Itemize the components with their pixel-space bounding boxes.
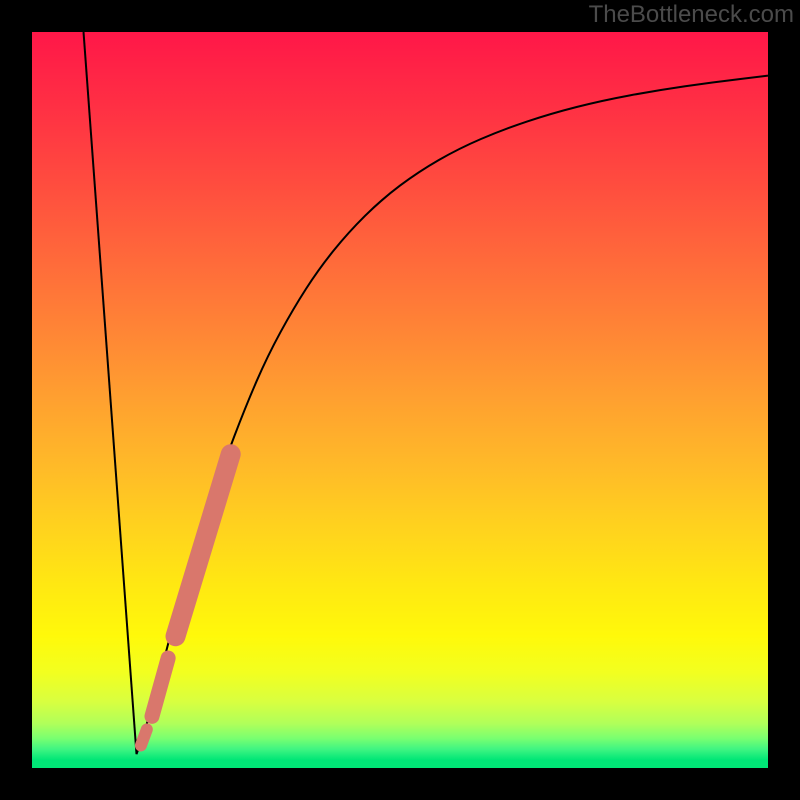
border-right [768, 0, 800, 800]
chart-container: TheBottleneck.com [0, 0, 800, 800]
border-bottom [0, 768, 800, 800]
gradient-background [32, 32, 768, 760]
marker-segment-0 [141, 729, 147, 745]
watermark-text: TheBottleneck.com [589, 1, 794, 29]
border-left [0, 0, 32, 800]
bottom-band [32, 760, 768, 768]
bottleneck-chart [0, 0, 800, 800]
